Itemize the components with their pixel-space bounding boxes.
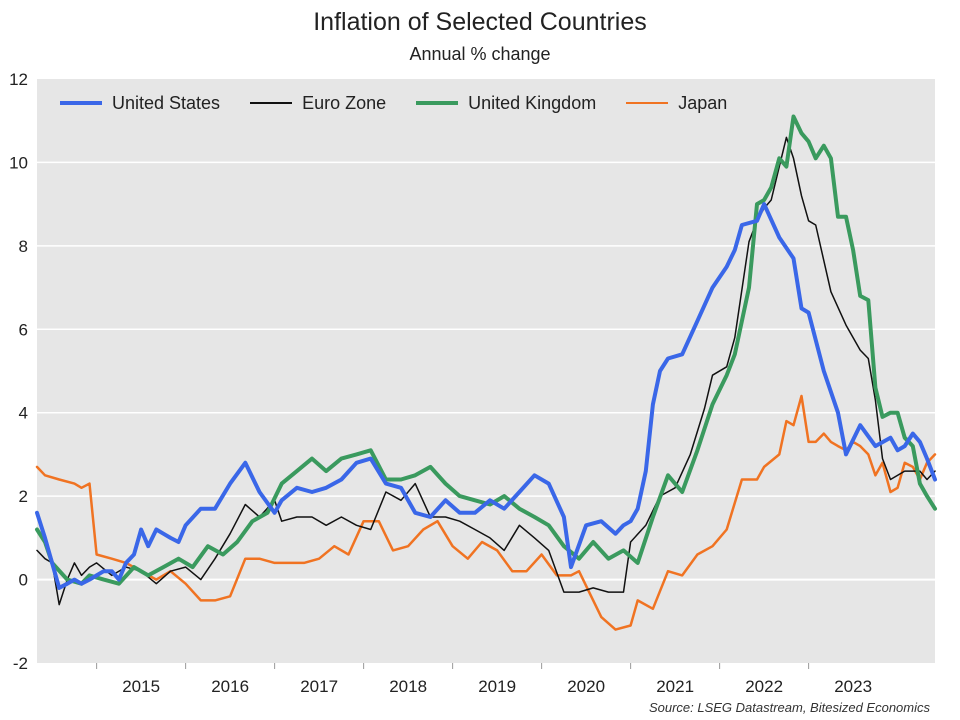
x-tick-label: 2022	[745, 677, 783, 696]
y-tick-label: 8	[19, 237, 28, 256]
x-tick-label: 2019	[478, 677, 516, 696]
series-line-japan[interactable]	[35, 394, 937, 631]
legend-item-euro-zone[interactable]: Euro Zone	[250, 93, 386, 114]
x-tick-label: 2016	[211, 677, 249, 696]
series-line-united-kingdom[interactable]	[35, 114, 937, 586]
y-tick-label: 4	[19, 404, 28, 423]
x-tick-label: 2018	[389, 677, 427, 696]
legend-swatch-united-states	[60, 101, 102, 105]
legend-swatch-japan	[626, 101, 669, 105]
plot-area	[37, 79, 935, 663]
legend-item-united-kingdom[interactable]: United Kingdom	[416, 93, 596, 114]
legend: United States Euro Zone United Kingdom J…	[60, 91, 757, 115]
source-note: Source: LSEG Datastream, Bitesized Econo…	[648, 700, 930, 715]
legend-swatch-united-kingdom	[416, 101, 459, 105]
y-tick-label: 10	[9, 153, 28, 172]
legend-label-japan: Japan	[678, 92, 728, 113]
x-axis: 2015 2016 2017 2018 2019 2020 2021 2022 2023	[96, 663, 872, 696]
legend-item-united-states[interactable]: United States	[60, 93, 220, 114]
series-line-euro-zone[interactable]	[36, 136, 936, 606]
y-tick-label: -2	[13, 654, 28, 673]
y-tick-label: 12	[9, 70, 28, 89]
legend-label-united-states: United States	[112, 92, 221, 113]
y-tick-label: 0	[19, 571, 28, 590]
x-tick-label: 2015	[122, 677, 160, 696]
x-tick-label: 2023	[834, 677, 872, 696]
x-tick-label: 2017	[300, 677, 338, 696]
chart-title: Inflation of Selected Countries	[313, 8, 647, 36]
legend-label-united-kingdom: United Kingdom	[468, 92, 597, 113]
x-tick-label: 2020	[567, 677, 605, 696]
series-line-united-states[interactable]	[35, 202, 937, 590]
legend-swatch-euro-zone	[250, 102, 293, 104]
y-axis: 12 10 8 6 4 2 0 -2	[9, 70, 28, 673]
y-tick-label: 2	[19, 487, 28, 506]
y-tick-label: 6	[19, 320, 28, 339]
x-tick-label: 2021	[656, 677, 694, 696]
legend-label-euro-zone: Euro Zone	[302, 92, 387, 113]
legend-item-japan[interactable]: Japan	[626, 93, 727, 114]
chart-subtitle: Annual % change	[409, 44, 551, 64]
series-layer	[35, 114, 937, 631]
